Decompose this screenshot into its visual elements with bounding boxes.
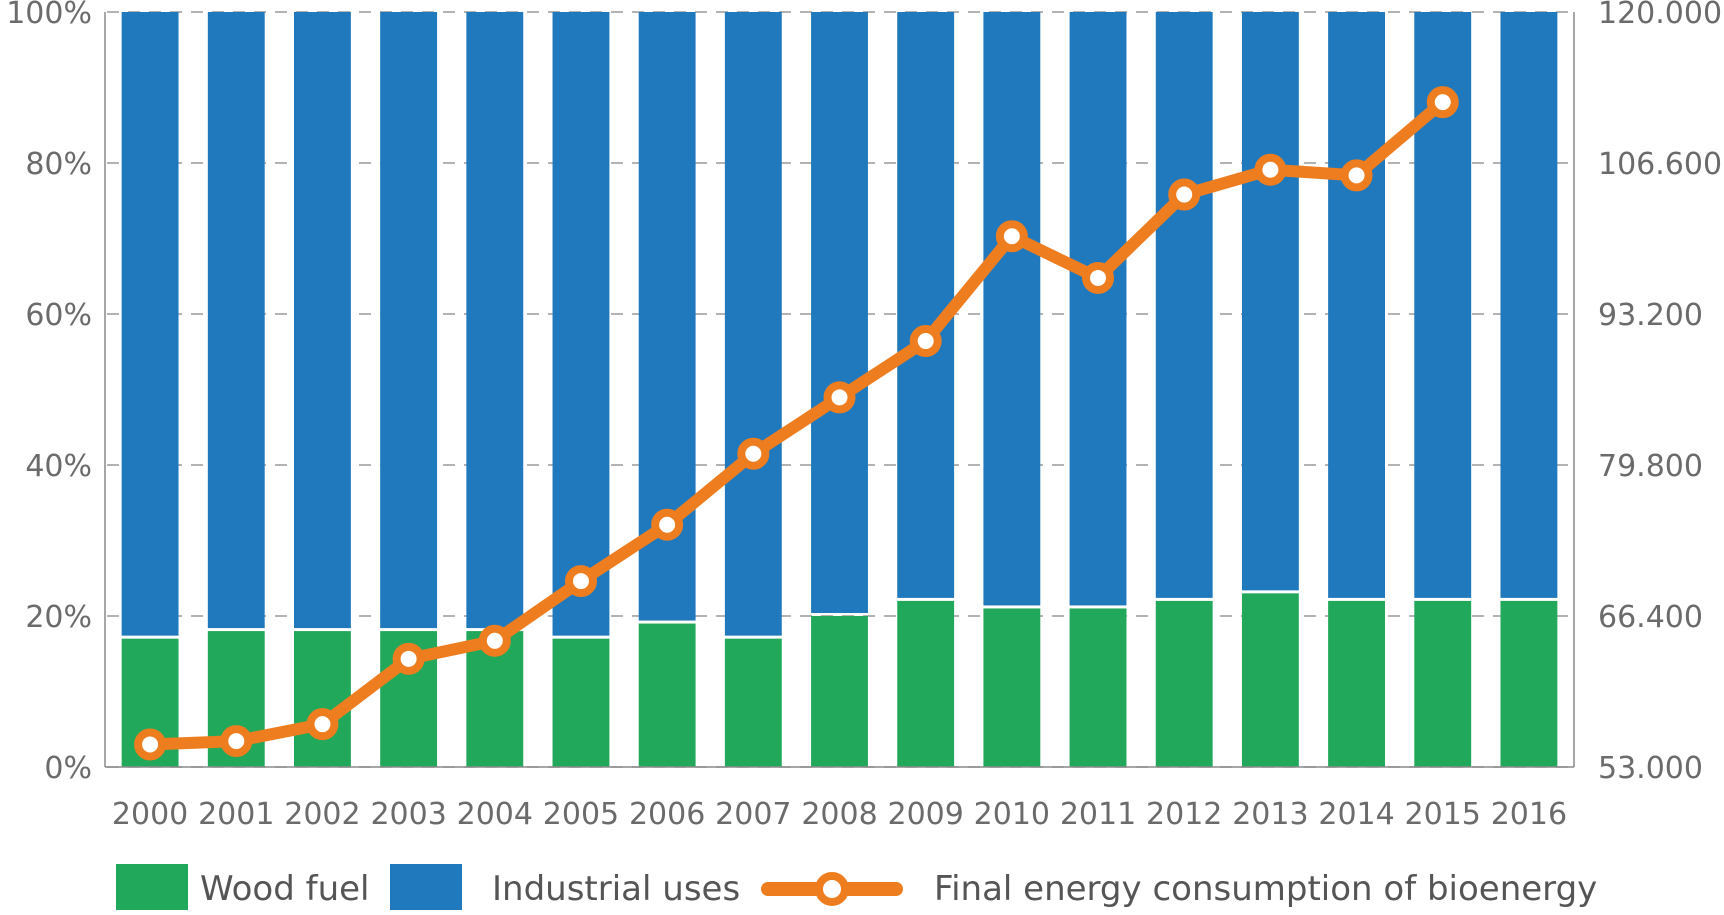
energy-point <box>651 508 684 541</box>
legend-label-energy: Final energy consumption of bioenergy <box>934 869 1597 909</box>
legend-swatch-industrial-uses <box>390 864 462 910</box>
energy-point <box>1426 86 1459 119</box>
x-tick-label: 2003 <box>370 797 446 832</box>
x-tick-label: 2013 <box>1232 797 1308 832</box>
x-axis-ticks: 2000 2001 2002 2003 2004 2005 2006 2007 2008 2009… <box>112 797 1567 832</box>
bar-industrial-uses <box>1328 12 1385 598</box>
x-tick-label: 2012 <box>1146 797 1222 832</box>
legend-label-industrial-uses: Industrial uses <box>492 869 740 909</box>
left-tick-label: 0% <box>44 751 92 786</box>
left-axis-ticks: 0% 20% 40% 60% 80% 100% <box>6 0 92 786</box>
x-tick-label: 2007 <box>715 797 791 832</box>
bar-wood-fuel <box>294 631 351 767</box>
bar-wood-fuel <box>983 608 1041 767</box>
energy-point <box>909 325 942 358</box>
energy-point <box>737 437 770 470</box>
bar-industrial-uses <box>724 12 782 636</box>
bar-wood-fuel <box>724 638 782 767</box>
legend: Wood fuel Industrial uses Final energy con… <box>116 864 1597 910</box>
legend-swatch-wood-fuel <box>116 864 188 910</box>
legend-label-wood-fuel: Wood fuel <box>200 869 370 909</box>
bar-industrial-uses <box>380 12 438 629</box>
right-tick-label: 120.000 <box>1598 0 1722 31</box>
left-tick-label: 100% <box>6 0 92 31</box>
legend-swatch-energy-marker <box>815 872 849 906</box>
right-tick-label: 53.000 <box>1598 751 1703 786</box>
x-tick-label: 2004 <box>457 797 533 832</box>
bar-wood-fuel <box>1500 600 1558 767</box>
x-tick-label: 2008 <box>801 797 877 832</box>
bars <box>121 12 1558 767</box>
bar-industrial-uses <box>207 12 265 629</box>
energy-point <box>995 220 1028 253</box>
left-tick-label: 80% <box>25 147 92 182</box>
x-tick-label: 2001 <box>198 797 274 832</box>
bar-wood-fuel <box>811 616 868 767</box>
bar-industrial-uses <box>294 12 351 629</box>
bar-industrial-uses <box>466 12 524 629</box>
energy-point <box>478 624 511 657</box>
energy-point <box>134 728 167 761</box>
x-tick-label: 2005 <box>543 797 619 832</box>
bar-industrial-uses <box>1069 12 1127 606</box>
energy-point <box>220 725 253 758</box>
x-tick-label: 2009 <box>887 797 963 832</box>
energy-line <box>134 86 1459 761</box>
bar-wood-fuel <box>1414 600 1472 767</box>
energy-point <box>306 708 339 741</box>
energy-point <box>564 565 597 598</box>
right-tick-label: 66.400 <box>1598 600 1703 635</box>
energy-point <box>1082 261 1115 294</box>
energy-point <box>1340 159 1373 192</box>
energy-point <box>823 381 856 414</box>
energy-point <box>392 642 425 675</box>
bar-wood-fuel <box>552 638 610 767</box>
x-tick-label: 2006 <box>629 797 705 832</box>
bar-industrial-uses <box>811 12 868 613</box>
bar-industrial-uses <box>983 12 1041 606</box>
energy-series-line <box>144 96 1449 751</box>
bar-wood-fuel <box>897 600 955 767</box>
left-tick-label: 60% <box>25 298 92 333</box>
x-tick-label: 2010 <box>974 797 1050 832</box>
x-tick-label: 2011 <box>1060 797 1136 832</box>
x-tick-label: 2015 <box>1405 797 1481 832</box>
x-tick-label: 2000 <box>112 797 188 832</box>
x-tick-label: 2014 <box>1318 797 1394 832</box>
bar-industrial-uses <box>121 12 179 636</box>
axes <box>104 12 1575 768</box>
bar-industrial-uses <box>1500 12 1558 598</box>
bar-industrial-uses <box>1241 12 1299 591</box>
left-tick-label: 40% <box>25 449 92 484</box>
bar-industrial-uses <box>1155 12 1213 598</box>
bar-industrial-uses <box>552 12 610 636</box>
right-tick-label: 93.200 <box>1598 298 1703 333</box>
bar-wood-fuel <box>1328 600 1385 767</box>
bar-wood-fuel <box>1155 600 1213 767</box>
bar-wood-fuel <box>638 623 696 767</box>
left-tick-label: 20% <box>25 600 92 635</box>
right-axis-ticks: 53.000 66.400 79.800 93.200 106.600 120.000 <box>1598 0 1722 786</box>
x-tick-label: 2016 <box>1491 797 1567 832</box>
bar-wood-fuel <box>1069 608 1127 767</box>
bar-wood-fuel <box>1241 593 1299 767</box>
right-tick-label: 106.600 <box>1598 147 1722 182</box>
right-tick-label: 79.800 <box>1598 449 1703 484</box>
bar-industrial-uses <box>897 12 955 598</box>
x-tick-label: 2002 <box>284 797 360 832</box>
energy-point <box>1168 178 1201 211</box>
energy-point <box>1254 153 1287 186</box>
